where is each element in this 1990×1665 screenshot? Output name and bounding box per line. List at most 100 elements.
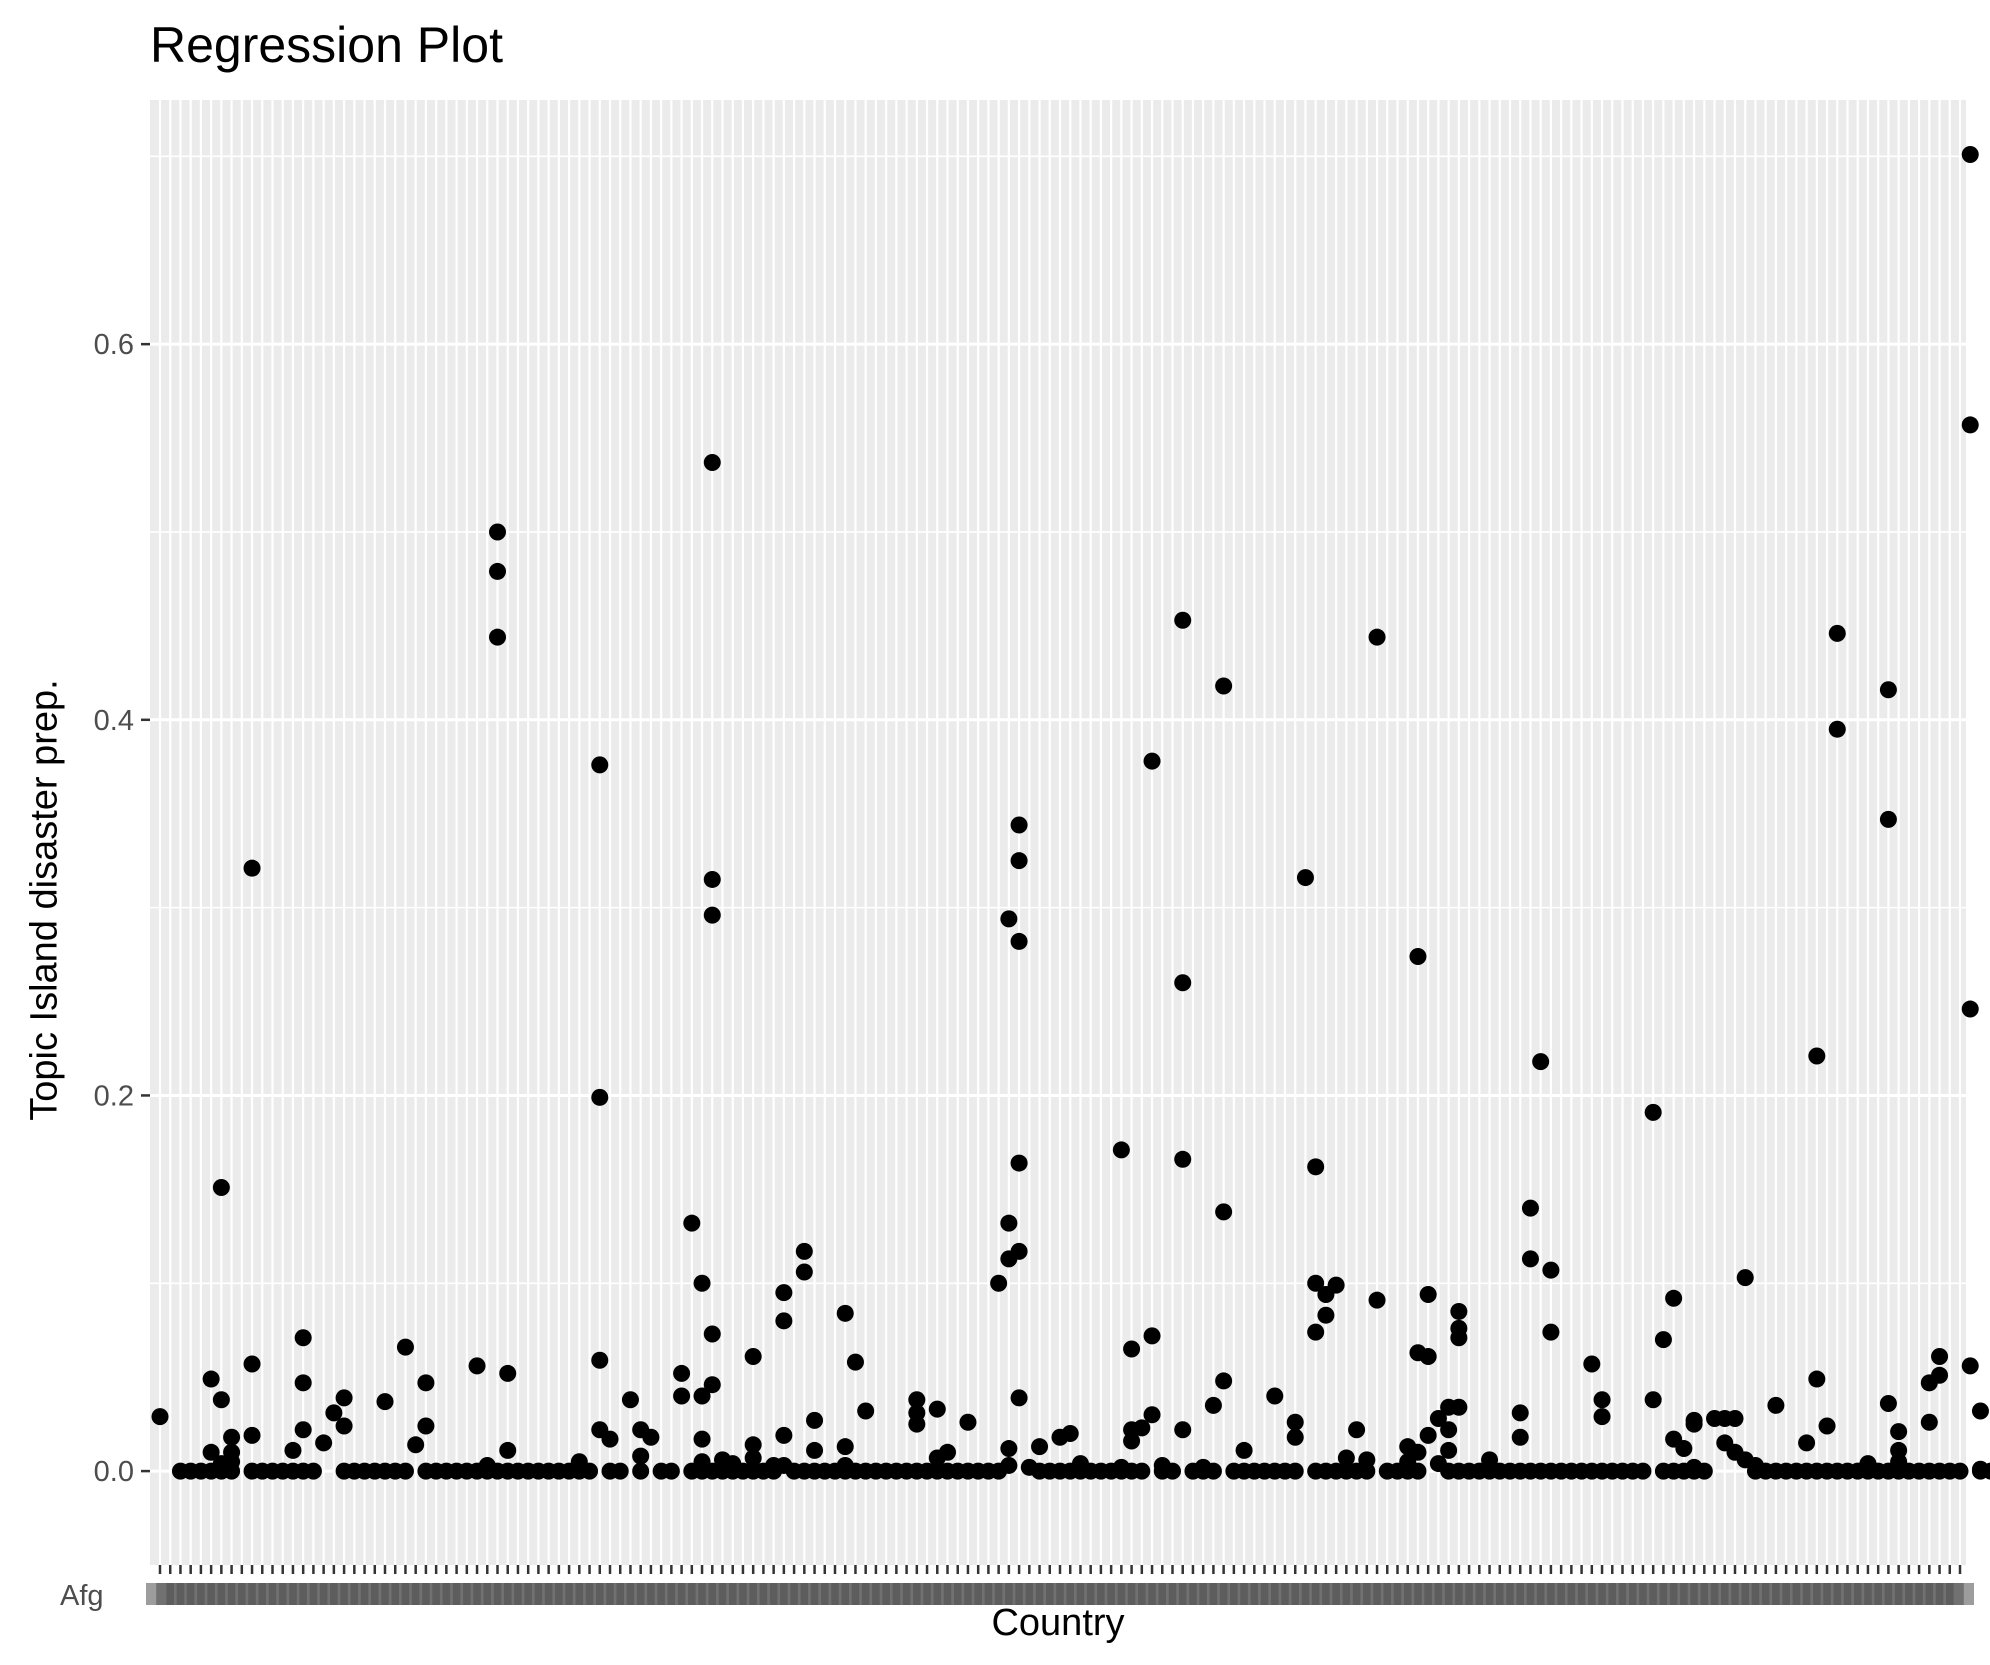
data-point [1961, 1357, 1979, 1375]
data-point [1450, 1329, 1468, 1347]
chart-title: Regression Plot [150, 17, 503, 73]
data-point [1961, 145, 1979, 163]
data-point [1890, 1423, 1908, 1441]
y-axis: 0.0 0.2 0.4 0.6 [94, 329, 150, 1488]
data-point [673, 1387, 691, 1405]
data-point [775, 1284, 793, 1302]
data-point [591, 1088, 609, 1106]
y-tick-label: 0.4 [94, 705, 134, 737]
data-point [1010, 852, 1028, 870]
y-tick-label: 0.2 [94, 1080, 134, 1112]
data-point [1440, 1421, 1458, 1439]
data-point [223, 1462, 241, 1480]
y-tick-label: 0.0 [94, 1456, 134, 1488]
data-point [304, 1462, 322, 1480]
data-point [468, 1357, 486, 1375]
data-point [407, 1436, 425, 1454]
data-point [1307, 1274, 1325, 1292]
data-point [928, 1400, 946, 1418]
data-point [775, 1312, 793, 1330]
y-axis-title: Topic Island disaster prep. [23, 679, 66, 1121]
data-point [284, 1441, 302, 1459]
data-point [703, 906, 721, 924]
data-point [744, 1449, 762, 1467]
data-point [1419, 1286, 1437, 1304]
data-point [1665, 1289, 1683, 1307]
data-point [1368, 628, 1386, 646]
data-point [243, 1355, 261, 1373]
data-point [806, 1411, 824, 1429]
y-tick-label: 0.6 [94, 329, 134, 361]
data-point [315, 1434, 333, 1452]
data-point [703, 1376, 721, 1394]
data-point [499, 1364, 517, 1382]
data-point [1174, 974, 1192, 992]
data-point [1010, 932, 1028, 950]
data-point [1511, 1404, 1529, 1422]
data-point [1726, 1410, 1744, 1427]
data-point [1736, 1269, 1754, 1287]
data-point [294, 1421, 312, 1439]
data-point [857, 1402, 875, 1420]
x-tick-label-first: Afg [60, 1580, 104, 1612]
data-point [693, 1274, 711, 1292]
data-point [417, 1417, 435, 1435]
data-point [396, 1338, 414, 1356]
data-point [1174, 1421, 1192, 1439]
data-point [1000, 910, 1018, 928]
data-point [908, 1415, 926, 1433]
data-point [1931, 1348, 1949, 1366]
data-point [1307, 1158, 1325, 1176]
data-point [1951, 1462, 1969, 1480]
data-point [1010, 1154, 1028, 1172]
data-point [151, 1408, 169, 1426]
data-point [621, 1391, 639, 1409]
data-point [1798, 1434, 1816, 1452]
data-point [1174, 611, 1192, 629]
data-point [212, 1178, 230, 1196]
data-point [1112, 1141, 1130, 1159]
data-point [1450, 1302, 1468, 1320]
data-point [795, 1242, 813, 1260]
data-point [1879, 1394, 1897, 1412]
data-point [1204, 1462, 1222, 1480]
data-point [1654, 1331, 1672, 1349]
data-point [1532, 1053, 1550, 1071]
data-point [632, 1447, 650, 1465]
data-point [1971, 1402, 1989, 1420]
data-point [1583, 1355, 1601, 1373]
data-point [1123, 1432, 1141, 1450]
data-point [1317, 1306, 1335, 1324]
data-point [1879, 681, 1897, 699]
data-point [294, 1329, 312, 1347]
data-point [489, 523, 506, 541]
data-point [1961, 1000, 1979, 1018]
data-point [1521, 1199, 1539, 1217]
data-point [489, 562, 506, 580]
data-point [417, 1374, 435, 1392]
data-point [1593, 1391, 1611, 1409]
data-point [1695, 1462, 1713, 1480]
data-point [1450, 1398, 1468, 1416]
data-point [836, 1304, 854, 1322]
data-point [1143, 1327, 1161, 1345]
data-point [693, 1387, 711, 1405]
data-point [1286, 1462, 1304, 1480]
data-point [1123, 1340, 1141, 1358]
data-point [703, 870, 721, 888]
data-point [1542, 1261, 1560, 1279]
data-point [202, 1370, 220, 1388]
data-point [1061, 1425, 1079, 1443]
data-point [703, 1325, 721, 1343]
data-point [1429, 1410, 1447, 1427]
data-point [1920, 1413, 1938, 1431]
data-point [1818, 1417, 1836, 1435]
data-point [1286, 1413, 1304, 1431]
data-point [846, 1353, 864, 1371]
data-point [335, 1417, 353, 1435]
data-point [1675, 1440, 1693, 1458]
data-point [836, 1438, 854, 1456]
data-point [1327, 1276, 1345, 1294]
